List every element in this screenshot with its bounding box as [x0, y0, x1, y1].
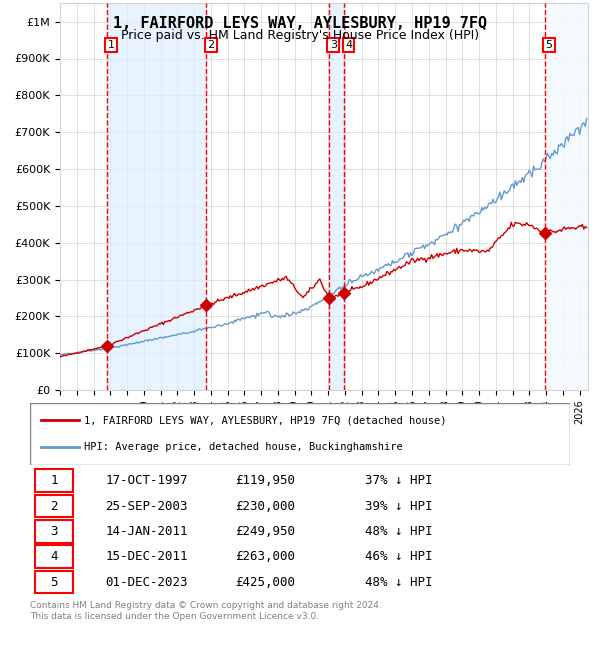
- Text: 3: 3: [329, 40, 337, 50]
- Text: 37% ↓ HPI: 37% ↓ HPI: [365, 474, 432, 488]
- FancyBboxPatch shape: [35, 571, 73, 593]
- Text: 5: 5: [545, 40, 553, 50]
- Text: £119,950: £119,950: [235, 474, 295, 488]
- Text: 2: 2: [207, 40, 214, 50]
- Text: 1: 1: [107, 40, 115, 50]
- Text: 48% ↓ HPI: 48% ↓ HPI: [365, 525, 432, 538]
- Text: 1: 1: [50, 474, 58, 488]
- Text: 4: 4: [345, 40, 352, 50]
- Text: 01-DEC-2023: 01-DEC-2023: [106, 576, 188, 589]
- Text: Price paid vs. HM Land Registry's House Price Index (HPI): Price paid vs. HM Land Registry's House …: [121, 29, 479, 42]
- Text: £263,000: £263,000: [235, 550, 295, 563]
- Text: 1, FAIRFORD LEYS WAY, AYLESBURY, HP19 7FQ: 1, FAIRFORD LEYS WAY, AYLESBURY, HP19 7F…: [113, 16, 487, 31]
- Bar: [329, 3, 344, 390]
- Bar: [545, 3, 588, 390]
- FancyBboxPatch shape: [35, 545, 73, 568]
- FancyBboxPatch shape: [35, 520, 73, 543]
- Text: 15-DEC-2011: 15-DEC-2011: [106, 550, 188, 563]
- Text: 14-JAN-2011: 14-JAN-2011: [106, 525, 188, 538]
- Text: 3: 3: [50, 525, 58, 538]
- FancyBboxPatch shape: [30, 403, 570, 465]
- Text: 5: 5: [50, 576, 58, 589]
- Text: 1, FAIRFORD LEYS WAY, AYLESBURY, HP19 7FQ (detached house): 1, FAIRFORD LEYS WAY, AYLESBURY, HP19 7F…: [84, 415, 446, 425]
- Text: £230,000: £230,000: [235, 499, 295, 512]
- Text: 17-OCT-1997: 17-OCT-1997: [106, 474, 188, 488]
- Text: 39% ↓ HPI: 39% ↓ HPI: [365, 499, 432, 512]
- Text: £249,950: £249,950: [235, 525, 295, 538]
- Text: £425,000: £425,000: [235, 576, 295, 589]
- Bar: [545, 3, 588, 390]
- Text: 48% ↓ HPI: 48% ↓ HPI: [365, 576, 432, 589]
- Text: 2: 2: [50, 499, 58, 512]
- Text: Contains HM Land Registry data © Crown copyright and database right 2024.
This d: Contains HM Land Registry data © Crown c…: [30, 601, 382, 621]
- Bar: [107, 3, 206, 390]
- Text: 46% ↓ HPI: 46% ↓ HPI: [365, 550, 432, 563]
- Text: 25-SEP-2003: 25-SEP-2003: [106, 499, 188, 512]
- FancyBboxPatch shape: [35, 469, 73, 492]
- Text: HPI: Average price, detached house, Buckinghamshire: HPI: Average price, detached house, Buck…: [84, 443, 403, 452]
- FancyBboxPatch shape: [35, 495, 73, 517]
- Text: 4: 4: [50, 550, 58, 563]
